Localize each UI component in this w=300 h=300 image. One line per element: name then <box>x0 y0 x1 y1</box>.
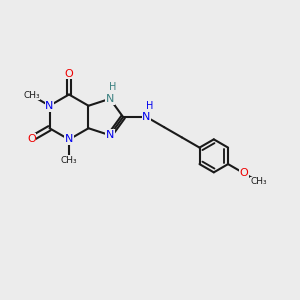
Text: CH₃: CH₃ <box>250 177 267 186</box>
Text: N: N <box>45 101 54 111</box>
Text: N: N <box>106 130 114 140</box>
Text: CH₃: CH₃ <box>23 91 40 100</box>
Text: N: N <box>142 112 151 122</box>
Text: H: H <box>146 100 153 111</box>
Text: N: N <box>65 134 73 145</box>
Text: N: N <box>106 94 114 104</box>
Text: O: O <box>27 134 36 144</box>
Text: O: O <box>239 168 248 178</box>
Text: O: O <box>64 68 74 79</box>
Text: CH₃: CH₃ <box>61 156 77 165</box>
Text: H: H <box>109 82 117 92</box>
